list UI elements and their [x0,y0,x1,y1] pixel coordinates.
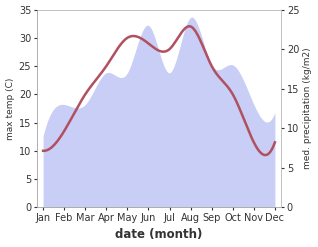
Y-axis label: med. precipitation (kg/m2): med. precipitation (kg/m2) [303,48,313,169]
Y-axis label: max temp (C): max temp (C) [5,77,15,140]
X-axis label: date (month): date (month) [115,228,203,242]
